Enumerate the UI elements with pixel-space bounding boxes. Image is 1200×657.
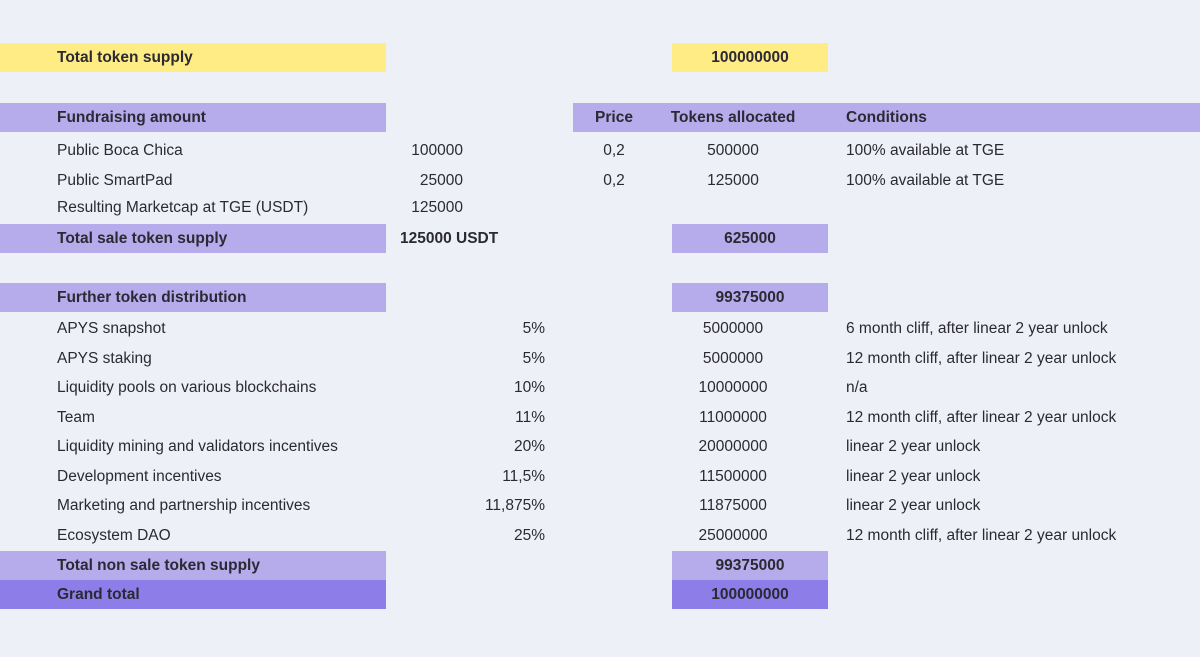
- fundraising-header-label: Fundraising amount: [57, 108, 206, 126]
- total-sale-amount-value: 125000 USDT: [400, 229, 499, 247]
- row-label: APYS staking: [57, 349, 152, 367]
- column-header-price: Price: [595, 108, 633, 126]
- conditions-value: linear 2 year unlock: [846, 467, 981, 485]
- tokens-allocated-value: 20000000: [698, 437, 768, 455]
- columns-header-bar: [573, 103, 1200, 132]
- row-label: Development incentives: [57, 467, 222, 485]
- row-label: Public Boca Chica: [57, 141, 183, 159]
- fundraising-amount-value: 25000: [419, 171, 463, 189]
- tokens-allocated-value: 5000000: [702, 319, 764, 337]
- row-label: Resulting Marketcap at TGE (USDT): [57, 198, 309, 216]
- total-sale-row: 125000 USDT: [0, 224, 1200, 253]
- total-sale-token-supply-label: Total sale token supply: [57, 229, 228, 247]
- tokens-allocated-value: 11500000: [699, 467, 767, 485]
- percent-value: 11,5%: [502, 467, 545, 485]
- conditions-value: 12 month cliff, after linear 2 year unlo…: [846, 408, 1117, 426]
- tokens-allocated-value: 5000000: [702, 349, 764, 367]
- total-non-sale-tokens-cell: 99375000: [672, 551, 828, 580]
- conditions-value: linear 2 year unlock: [846, 437, 981, 455]
- column-header-tokens-allocated: Tokens allocated: [670, 108, 796, 126]
- tokens-allocated-value: 125000: [707, 171, 759, 189]
- fundraising-amount-value: 125000: [411, 198, 463, 216]
- percent-value: 25%: [513, 526, 545, 544]
- row-label: Team: [57, 408, 95, 426]
- table-row: Resulting Marketcap at TGE (USDT) 125000: [0, 193, 1200, 222]
- percent-value: 5%: [522, 319, 545, 337]
- fundraising-amount-value: 100000: [411, 141, 463, 159]
- total-non-sale-tokens-value: 99375000: [715, 556, 785, 574]
- conditions-value: n/a: [846, 378, 868, 396]
- total-sale-token-supply-header: Total sale token supply: [0, 224, 386, 253]
- row-label: Liquidity mining and validators incentiv…: [57, 437, 338, 455]
- total-non-sale-header: Total non sale token supply: [0, 551, 386, 580]
- grand-total-header: Grand total: [0, 580, 386, 609]
- row-label: APYS snapshot: [57, 319, 166, 337]
- column-header-conditions: Conditions: [846, 108, 927, 126]
- further-distribution-label: Further token distribution: [57, 288, 247, 306]
- row-label: Liquidity pools on various blockchains: [57, 378, 317, 396]
- table-row: Ecosystem DAO 25% 25000000 12 month clif…: [0, 521, 1200, 550]
- total-token-supply-value: 100000000: [711, 48, 789, 66]
- price-value: 0,2: [603, 141, 625, 159]
- percent-value: 10%: [513, 378, 545, 396]
- tokens-allocated-value: 11000000: [699, 408, 767, 426]
- grand-total-tokens-cell: 100000000: [672, 580, 828, 609]
- table-row: Liquidity pools on various blockchains 1…: [0, 373, 1200, 402]
- conditions-value: 100% available at TGE: [846, 141, 1005, 159]
- total-token-supply-header: Total token supply: [0, 43, 386, 72]
- total-sale-tokens-value: 625000: [724, 229, 776, 247]
- table-row: Marketing and partnership incentives 11,…: [0, 491, 1200, 520]
- row-label: Ecosystem DAO: [57, 526, 171, 544]
- percent-value: 11%: [515, 408, 545, 426]
- percent-value: 11,875%: [484, 496, 545, 514]
- conditions-value: 100% available at TGE: [846, 171, 1005, 189]
- table-row: Public SmartPad 25000 0,2 125000 100% av…: [0, 166, 1200, 195]
- grand-total-tokens-value: 100000000: [711, 585, 789, 603]
- tokens-allocated-value: 25000000: [698, 526, 768, 544]
- table-row: APYS staking 5% 5000000 12 month cliff, …: [0, 344, 1200, 373]
- grand-total-label: Grand total: [57, 585, 140, 603]
- percent-value: 20%: [513, 437, 545, 455]
- conditions-value: 12 month cliff, after linear 2 year unlo…: [846, 526, 1117, 544]
- table-row: Development incentives 11,5% 11500000 li…: [0, 462, 1200, 491]
- tokens-allocated-value: 10000000: [698, 378, 768, 396]
- table-row: Liquidity mining and validators incentiv…: [0, 432, 1200, 461]
- total-token-supply-label: Total token supply: [57, 48, 193, 66]
- conditions-value: linear 2 year unlock: [846, 496, 981, 514]
- table-row: Public Boca Chica 100000 0,2 500000 100%…: [0, 136, 1200, 165]
- total-non-sale-label: Total non sale token supply: [57, 556, 260, 574]
- row-label: Public SmartPad: [57, 171, 173, 189]
- percent-value: 5%: [522, 349, 545, 367]
- fundraising-section-header: Fundraising amount: [0, 103, 386, 132]
- conditions-value: 6 month cliff, after linear 2 year unloc…: [846, 319, 1108, 337]
- columns-header-row: Price Tokens allocated Conditions: [0, 103, 1200, 132]
- further-distribution-tokens-cell: 99375000: [672, 283, 828, 312]
- table-row: APYS snapshot 5% 5000000 6 month cliff, …: [0, 314, 1200, 343]
- row-label: Marketing and partnership incentives: [57, 496, 311, 514]
- tokens-allocated-value: 500000: [707, 141, 759, 159]
- further-distribution-header: Further token distribution: [0, 283, 386, 312]
- tokens-allocated-value: 11875000: [699, 496, 767, 514]
- further-distribution-tokens-value: 99375000: [715, 288, 785, 306]
- table-row: Team 11% 11000000 12 month cliff, after …: [0, 403, 1200, 432]
- conditions-value: 12 month cliff, after linear 2 year unlo…: [846, 349, 1117, 367]
- price-value: 0,2: [603, 171, 625, 189]
- total-sale-tokens-cell: 625000: [672, 224, 828, 253]
- total-token-supply-value-cell: 100000000: [672, 43, 828, 72]
